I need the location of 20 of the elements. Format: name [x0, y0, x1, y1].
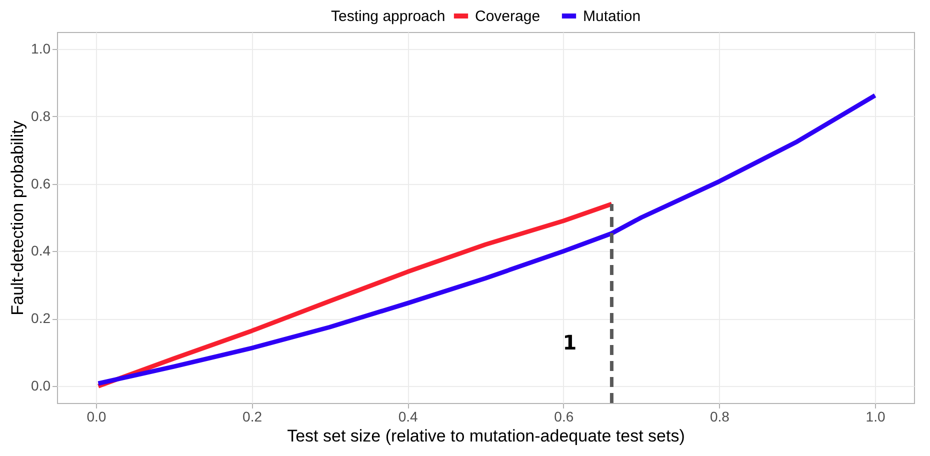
- x-tick-label: 0.4: [398, 408, 418, 424]
- legend-label: Mutation: [583, 8, 641, 25]
- x-tick-label: 0.8: [710, 408, 730, 424]
- x-tick-label: 0.6: [554, 408, 574, 424]
- x-tick-label: 0.2: [242, 408, 262, 424]
- line-series: [96, 202, 614, 388]
- y-tick-label: 0.8: [31, 108, 51, 124]
- y-tick-label: 0.0: [31, 378, 51, 394]
- x-tick-label: 1.0: [866, 408, 886, 424]
- annotation: 1: [562, 330, 577, 354]
- y-tick-label: 0.2: [31, 310, 51, 326]
- x-axis-title: Test set size (relative to mutation-adequate test sets): [287, 426, 685, 446]
- y-tick-label: 0.6: [31, 175, 51, 192]
- x-tick-label: 0.0: [86, 408, 106, 424]
- y-tick-label: 0.4: [31, 242, 51, 259]
- y-axis-title: Fault-detection probability: [8, 120, 28, 316]
- legend-label: Coverage: [475, 8, 540, 25]
- y-tick-label: 1.0: [31, 40, 51, 56]
- legend-title: Testing approach: [331, 8, 446, 25]
- line-series: [96, 93, 878, 386]
